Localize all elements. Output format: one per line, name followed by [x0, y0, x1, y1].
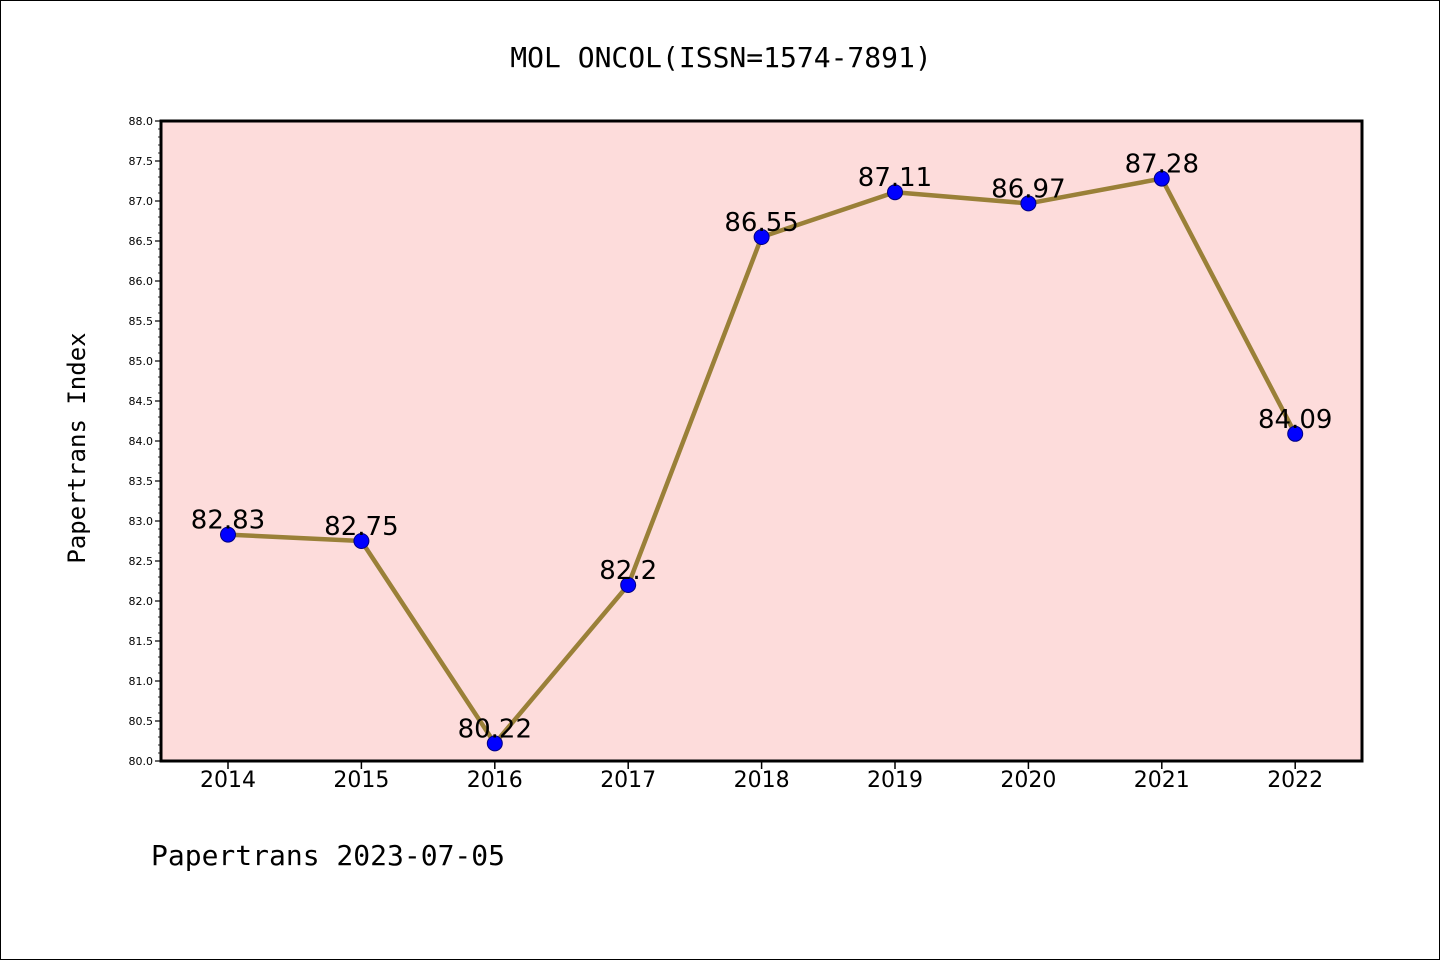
y-tick-label: 84.0: [129, 435, 154, 448]
data-point-marker: [753, 229, 770, 245]
data-labels: 82.83 82.75 80.22 82.2 86.55 87.11 86.97 87.28 8…: [191, 150, 1333, 745]
data-point-marker: [1153, 170, 1170, 187]
y-tick-label: 87.5: [129, 155, 154, 168]
data-label: 80.22: [458, 714, 532, 744]
data-point-marker: [887, 184, 903, 201]
y-tick-label: 84.5: [129, 395, 154, 408]
y-tick-label: 81.0: [129, 675, 154, 688]
chart-title: MOL ONCOL(ISSN=1574-7891): [510, 41, 931, 74]
x-tick-label: 2019: [867, 768, 923, 793]
y-tick-label: 85.0: [129, 355, 154, 368]
x-tick-label: 2014: [200, 768, 256, 793]
y-axis: 80.0 80.5 81.0 81.5 82.0 82.5 83.0 83.5 84.0 84.5…: [129, 115, 161, 768]
y-tick-label: 80.0: [129, 755, 154, 768]
data-label: 82.2: [599, 556, 657, 586]
x-tick-label: 2022: [1267, 768, 1323, 793]
data-label: 86.97: [991, 174, 1065, 204]
y-tick-label: 83.5: [129, 475, 154, 488]
plot-frame: [159, 119, 1364, 763]
x-tick-label: 2020: [1000, 768, 1056, 793]
data-label: 87.11: [858, 163, 932, 193]
x-axis: 2014 2015 2016 2017 2018 2019 2020 2021 2022: [200, 761, 1323, 793]
x-tick-label: 2021: [1134, 768, 1190, 793]
y-tick-label: 83.0: [129, 515, 154, 528]
data-point-marker: [620, 577, 637, 593]
data-point-marker: [486, 735, 503, 752]
data-point-marker: [353, 533, 370, 549]
plot-area: [161, 121, 1362, 761]
y-tick-label: 88.0: [129, 115, 154, 128]
y-tick-label: 85.5: [129, 315, 154, 328]
data-label: 84.09: [1258, 405, 1332, 435]
y-tick-label: 81.5: [129, 635, 154, 648]
data-label: 87.28: [1125, 150, 1199, 180]
data-points: [220, 170, 1304, 752]
x-tick-label: 2017: [600, 768, 656, 793]
y-tick-label: 87.0: [129, 195, 154, 208]
y-tick-label: 82.0: [129, 595, 154, 608]
y-tick-label: 86.5: [129, 235, 154, 248]
data-label: 82.75: [324, 512, 398, 542]
data-point-marker: [220, 526, 236, 543]
y-tick-label: 80.5: [129, 715, 154, 728]
data-label: 82.83: [191, 506, 265, 536]
chart-footer-text: Papertrans 2023-07-05: [151, 839, 505, 872]
y-axis-label: Papertrans Index: [63, 332, 91, 563]
x-tick-label: 2018: [734, 768, 790, 793]
y-tick-label: 82.5: [129, 555, 154, 568]
x-tick-label: 2016: [467, 768, 523, 793]
x-tick-label: 2015: [333, 768, 389, 793]
y-tick-label: 86.0: [129, 275, 154, 288]
data-point-marker: [1287, 425, 1304, 442]
data-point-marker: [1020, 195, 1037, 212]
data-label: 86.55: [724, 208, 798, 238]
